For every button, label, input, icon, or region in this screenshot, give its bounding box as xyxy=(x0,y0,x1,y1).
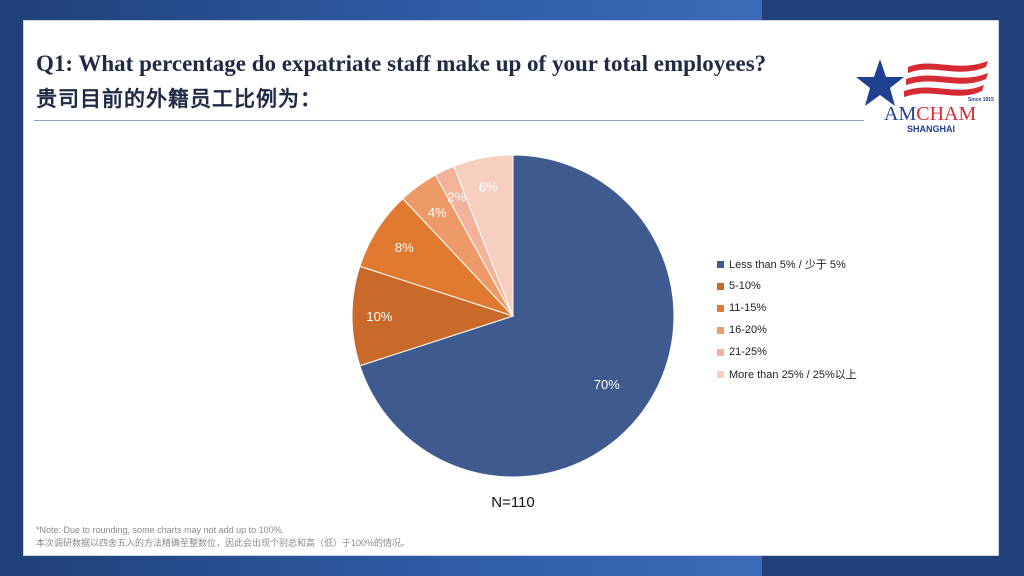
chart-legend: Less than 5% / 少于 5% 5-10% 11-15% 16-20% 21-… xyxy=(717,253,857,385)
pie-chart: 70% 10% 8% 4%2% 6% N=110 xyxy=(351,154,675,511)
legend-label: More than 25% / 25%以上 xyxy=(729,369,857,381)
logo-city: SHANGHAI xyxy=(907,124,955,134)
legend-label: 21-25% xyxy=(729,346,767,358)
pie-slice xyxy=(453,154,514,317)
slide-panel: Q1: What percentage do expatriate staff … xyxy=(23,20,999,556)
legend-entry: 5-10% xyxy=(717,275,857,297)
slice-data-label: 2% xyxy=(447,190,466,205)
legend-swatch xyxy=(717,304,724,312)
logo-wordmark-am: AM xyxy=(884,103,916,125)
amcham-logo: Since 1915 AMCHAM SHANGHAI xyxy=(856,59,994,134)
legend-entry: 21-25% xyxy=(717,341,857,363)
logo-wordmark-cham: CHAM xyxy=(916,103,976,125)
slice-data-label: 10% xyxy=(366,309,392,324)
page-title: Q1: What percentage do expatriate staff … xyxy=(36,51,767,76)
legend-entry: 16-20% xyxy=(717,319,857,341)
sample-size-label: N=110 xyxy=(491,494,535,511)
logo-stripe xyxy=(904,85,984,97)
legend-entry: 11-15% xyxy=(717,297,857,319)
slice-data-label: 4% xyxy=(428,205,447,220)
logo-stripe xyxy=(908,61,988,73)
legend-swatch xyxy=(717,326,724,334)
logo-since: Since 1915 xyxy=(968,97,994,103)
legend-entry: Less than 5% / 少于 5% xyxy=(717,253,857,275)
logo-stripe xyxy=(906,73,988,85)
footnote: *Note: Due to rounding, some charts may … xyxy=(36,524,410,550)
pie-slice xyxy=(359,154,675,478)
legend-swatch xyxy=(717,282,724,290)
pie-slice xyxy=(351,265,515,367)
legend-swatch xyxy=(717,260,724,268)
legend-label: 5-10% xyxy=(729,280,761,292)
footnote-en: *Note: Due to rounding, some charts may … xyxy=(36,525,285,535)
slice-data-label: 6% xyxy=(479,179,498,194)
legend-swatch xyxy=(717,370,724,378)
slice-data-label: 70% xyxy=(594,377,620,392)
slice-data-label: 8% xyxy=(395,240,414,255)
logo-wordmark: AMCHAM xyxy=(884,103,976,125)
legend-label: Less than 5% / 少于 5% xyxy=(729,259,846,271)
legend-swatch xyxy=(717,348,724,356)
page-subtitle-chinese: 贵司目前的外籍员工比例为： xyxy=(36,86,322,111)
footnote-zh: 本次调研数据以四舍五入的方法精确至整数位，因此会出现个别总和高（低）于100%的… xyxy=(36,538,411,548)
legend-label: 16-20% xyxy=(729,324,767,336)
title-divider xyxy=(34,120,864,121)
star-icon xyxy=(856,59,904,106)
legend-label: 11-15% xyxy=(729,302,767,314)
legend-entry: More than 25% / 25%以上 xyxy=(717,363,857,385)
